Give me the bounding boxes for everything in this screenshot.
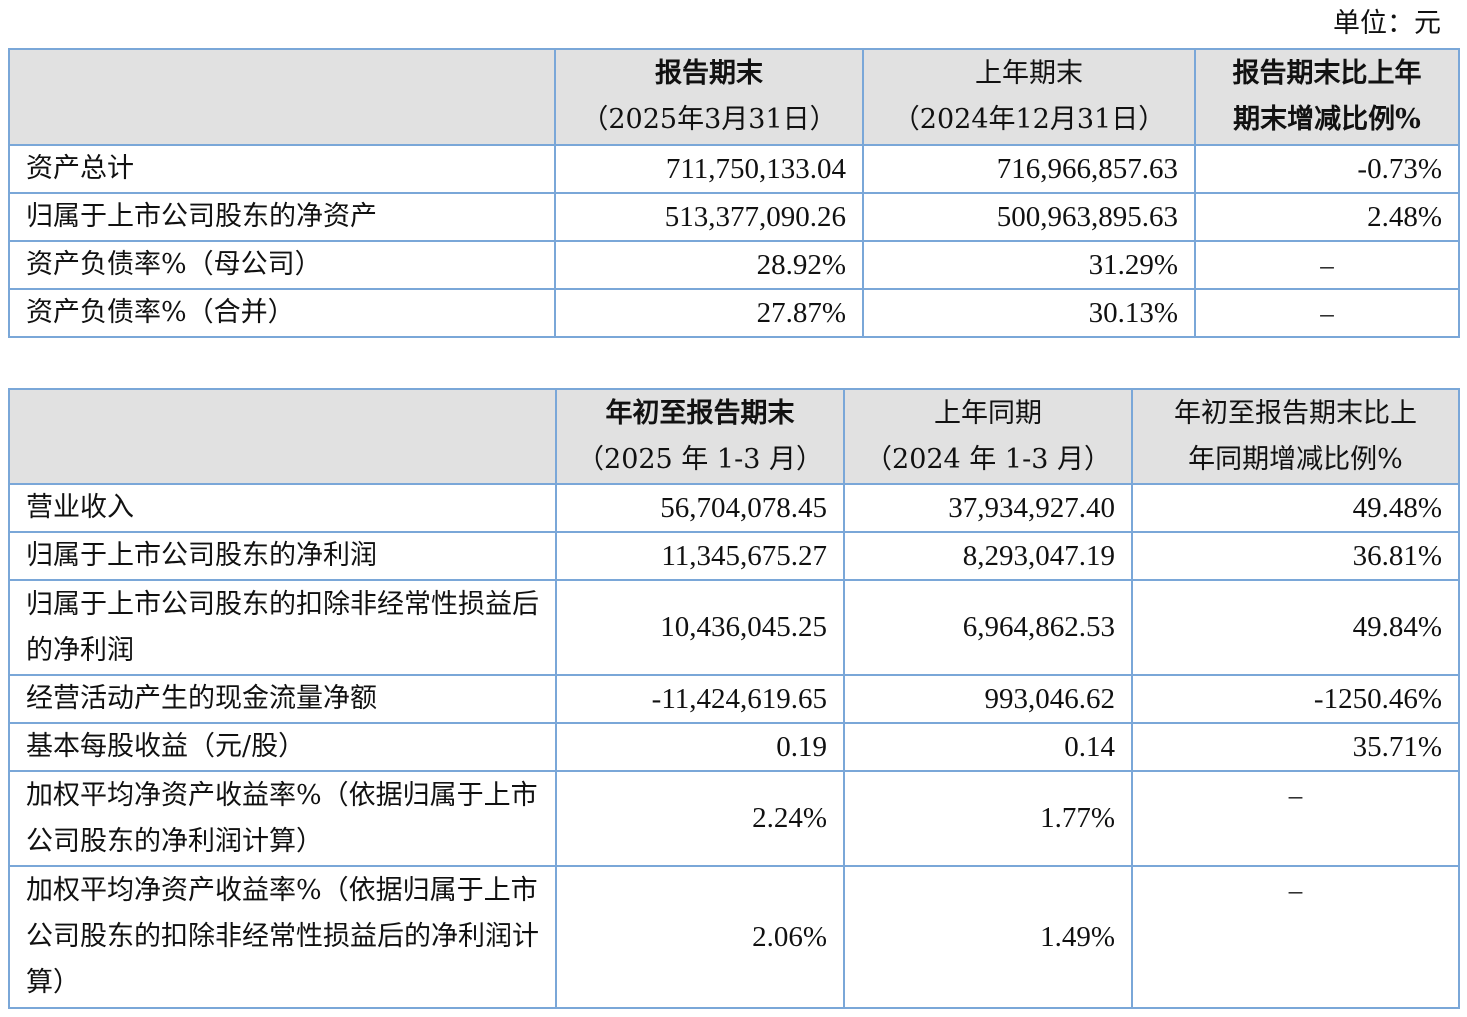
- change-value: –: [1131, 865, 1460, 1009]
- prior-value: 30.13%: [862, 288, 1196, 338]
- header-prior-year-end: 上年期末 （2024年12月31日）: [862, 48, 1196, 146]
- row-label: 加权平均净资产收益率%（依据归属于上市公司股东的扣除非经常性损益后的净利润计算）: [8, 865, 557, 1009]
- change-value: –: [1194, 240, 1460, 290]
- prior-value: 37,934,927.40: [843, 483, 1133, 533]
- header-change-pct: 年初至报告期末比上 年同期增减比例%: [1131, 388, 1460, 485]
- row-label: 资产负债率%（母公司）: [8, 240, 556, 290]
- change-value: 49.84%: [1131, 579, 1460, 676]
- current-value: 711,750,133.04: [554, 144, 864, 194]
- prior-value: 993,046.62: [843, 674, 1133, 724]
- prior-value: 0.14: [843, 722, 1133, 772]
- unit-label: 单位：元: [1333, 8, 1441, 39]
- prior-value: 8,293,047.19: [843, 531, 1133, 581]
- current-value: -11,424,619.65: [555, 674, 845, 724]
- header-change-pct: 报告期末比上年 期末增减比例%: [1194, 48, 1460, 146]
- table-row: 营业收入 56,704,078.45 37,934,927.40 49.48%: [8, 483, 1460, 533]
- current-value: 11,345,675.27: [555, 531, 845, 581]
- table-header-row: 年初至报告期末 （2025 年 1-3 月） 上年同期 （2024 年 1-3 …: [8, 388, 1460, 485]
- current-value: 2.24%: [555, 770, 845, 867]
- change-value: -0.73%: [1194, 144, 1460, 194]
- row-label: 归属于上市公司股东的净利润: [8, 531, 557, 581]
- header-ytd: 年初至报告期末 （2025 年 1-3 月）: [555, 388, 845, 485]
- current-value: 513,377,090.26: [554, 192, 864, 242]
- table-row: 经营活动产生的现金流量净额 -11,424,619.65 993,046.62 …: [8, 674, 1460, 724]
- table-row: 加权平均净资产收益率%（依据归属于上市公司股东的扣除非经常性损益后的净利润计算）…: [8, 865, 1460, 1009]
- table-row: 资产负债率%（合并） 27.87% 30.13% –: [8, 288, 1460, 338]
- income-summary-table: 年初至报告期末 （2025 年 1-3 月） 上年同期 （2024 年 1-3 …: [8, 388, 1460, 1009]
- table-row: 加权平均净资产收益率%（依据归属于上市公司股东的净利润计算） 2.24% 1.7…: [8, 770, 1460, 867]
- table-row: 归属于上市公司股东的扣除非经常性损益后的净利润 10,436,045.25 6,…: [8, 579, 1460, 676]
- prior-value: 1.49%: [843, 865, 1133, 1009]
- table-header-row: 报告期末 （2025年3月31日） 上年期末 （2024年12月31日） 报告期…: [8, 48, 1460, 146]
- row-label: 营业收入: [8, 483, 557, 533]
- current-value: 27.87%: [554, 288, 864, 338]
- header-blank: [8, 388, 557, 485]
- prior-value: 6,964,862.53: [843, 579, 1133, 676]
- row-label: 加权平均净资产收益率%（依据归属于上市公司股东的净利润计算）: [8, 770, 557, 867]
- header-period-end: 报告期末 （2025年3月31日）: [554, 48, 864, 146]
- current-value: 56,704,078.45: [555, 483, 845, 533]
- change-value: 35.71%: [1131, 722, 1460, 772]
- header-blank: [8, 48, 556, 146]
- change-value: 2.48%: [1194, 192, 1460, 242]
- row-label: 基本每股收益（元/股）: [8, 722, 557, 772]
- prior-value: 31.29%: [862, 240, 1196, 290]
- table-row: 资产总计 711,750,133.04 716,966,857.63 -0.73…: [8, 144, 1460, 194]
- row-label: 归属于上市公司股东的净资产: [8, 192, 556, 242]
- change-value: –: [1194, 288, 1460, 338]
- table-row: 归属于上市公司股东的净资产 513,377,090.26 500,963,895…: [8, 192, 1460, 242]
- row-label: 经营活动产生的现金流量净额: [8, 674, 557, 724]
- header-prior-period: 上年同期 （2024 年 1-3 月）: [843, 388, 1133, 485]
- current-value: 2.06%: [555, 865, 845, 1009]
- row-label: 资产总计: [8, 144, 556, 194]
- row-label: 归属于上市公司股东的扣除非经常性损益后的净利润: [8, 579, 557, 676]
- change-value: -1250.46%: [1131, 674, 1460, 724]
- prior-value: 1.77%: [843, 770, 1133, 867]
- change-value: –: [1131, 770, 1460, 867]
- current-value: 0.19: [555, 722, 845, 772]
- current-value: 28.92%: [554, 240, 864, 290]
- table-row: 基本每股收益（元/股） 0.19 0.14 35.71%: [8, 722, 1460, 772]
- table-row: 归属于上市公司股东的净利润 11,345,675.27 8,293,047.19…: [8, 531, 1460, 581]
- change-value: 49.48%: [1131, 483, 1460, 533]
- prior-value: 716,966,857.63: [862, 144, 1196, 194]
- row-label: 资产负债率%（合并）: [8, 288, 556, 338]
- change-value: 36.81%: [1131, 531, 1460, 581]
- balance-summary-table: 报告期末 （2025年3月31日） 上年期末 （2024年12月31日） 报告期…: [8, 48, 1460, 338]
- prior-value: 500,963,895.63: [862, 192, 1196, 242]
- table-row: 资产负债率%（母公司） 28.92% 31.29% –: [8, 240, 1460, 290]
- current-value: 10,436,045.25: [555, 579, 845, 676]
